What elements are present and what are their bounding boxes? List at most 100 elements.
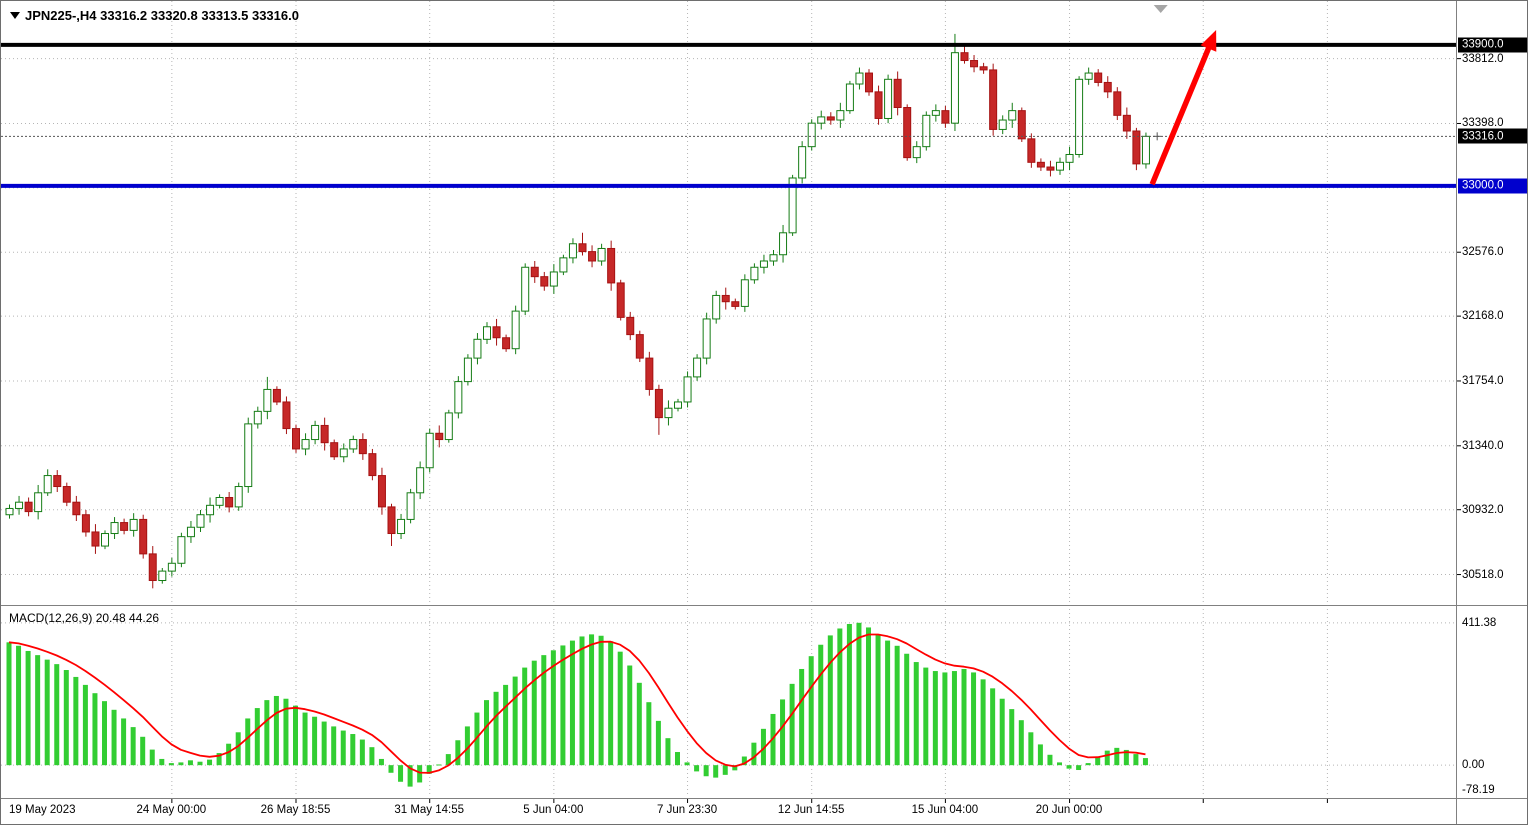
candle-body bbox=[196, 514, 205, 528]
macd-histogram-bar bbox=[359, 739, 365, 766]
macd-histogram-bar bbox=[1085, 763, 1091, 766]
macd-histogram-bar bbox=[369, 747, 375, 766]
macd-histogram-bar bbox=[388, 765, 394, 773]
candle-body bbox=[272, 388, 281, 403]
candle-body bbox=[721, 294, 730, 303]
trend-arrow-shaft[interactable] bbox=[1149, 41, 1214, 186]
candle-body bbox=[282, 401, 291, 430]
macd-histogram-bar bbox=[703, 765, 709, 777]
macd-histogram-bar bbox=[713, 765, 719, 778]
macd-histogram-bar bbox=[636, 682, 642, 766]
chart-collapse-icon[interactable] bbox=[10, 12, 20, 19]
candle-body bbox=[1141, 135, 1150, 165]
macd-histogram-bar bbox=[273, 695, 279, 766]
macd-histogram-bar bbox=[6, 642, 12, 766]
candle-body bbox=[1122, 114, 1131, 132]
grid-layer bbox=[1, 1, 1456, 797]
candle-body bbox=[435, 432, 444, 441]
macd-histogram-bar bbox=[63, 670, 69, 766]
candle-body bbox=[387, 506, 396, 535]
macd-histogram-bar bbox=[302, 712, 308, 766]
candle-body bbox=[330, 442, 339, 458]
macd-histogram-bar bbox=[340, 730, 346, 766]
macd-histogram-bar bbox=[426, 765, 432, 774]
candle-body bbox=[454, 381, 463, 414]
candle-body bbox=[101, 533, 109, 547]
candle-body bbox=[702, 318, 711, 359]
candle-body bbox=[950, 52, 959, 124]
candle-body bbox=[463, 357, 472, 383]
candle-body bbox=[492, 326, 501, 339]
candle-body bbox=[377, 475, 386, 508]
candle-body bbox=[406, 492, 415, 520]
candle-body bbox=[912, 146, 921, 159]
macd-histogram-bar bbox=[942, 672, 948, 766]
trend-arrow-head[interactable] bbox=[1200, 29, 1217, 52]
candle-body bbox=[129, 518, 138, 531]
price-axis-label: 33812.0 bbox=[1462, 52, 1504, 65]
macd-histogram-bar bbox=[522, 667, 528, 766]
candle-body bbox=[683, 376, 692, 403]
macd-histogram-bar bbox=[1018, 720, 1024, 766]
macd-histogram-bar bbox=[1142, 758, 1148, 766]
macd-histogram-bar bbox=[655, 720, 661, 766]
macd-histogram-bar bbox=[837, 628, 843, 766]
candle-body bbox=[5, 507, 14, 516]
candle-body bbox=[263, 388, 272, 412]
price-axis-label: 31754.0 bbox=[1462, 374, 1504, 387]
macd-histogram-bar bbox=[1028, 732, 1034, 766]
candle-body bbox=[597, 247, 606, 262]
candle-body bbox=[855, 72, 864, 85]
candle-body bbox=[530, 266, 539, 278]
candle-body bbox=[893, 78, 902, 109]
macd-histogram-bar bbox=[980, 679, 986, 766]
macd-histogram-bar bbox=[856, 622, 862, 766]
candle-body bbox=[167, 562, 176, 572]
candle-body bbox=[779, 232, 788, 256]
macd-histogram-bar bbox=[1057, 762, 1062, 766]
candle-body bbox=[234, 486, 243, 508]
macd-histogram-bar bbox=[436, 764, 442, 766]
price-badge: 33900.0 bbox=[1458, 37, 1527, 53]
candle-body bbox=[397, 518, 406, 535]
candle-body bbox=[368, 453, 377, 477]
candle-body bbox=[759, 260, 768, 268]
candle-body bbox=[540, 276, 549, 287]
candle-body bbox=[444, 412, 453, 441]
macd-histogram-bar bbox=[932, 671, 938, 766]
candle-body bbox=[139, 518, 148, 555]
price-axis-label: 33398.0 bbox=[1462, 117, 1504, 130]
macd-histogram-bar bbox=[961, 668, 967, 766]
macd-histogram-bar bbox=[1104, 750, 1110, 766]
candle-body bbox=[568, 243, 577, 259]
candle-body bbox=[989, 69, 998, 130]
macd-histogram-bar bbox=[1076, 765, 1082, 771]
time-axis-label: 20 Jun 00:00 bbox=[1035, 804, 1103, 816]
macd-histogram-bar bbox=[512, 676, 518, 766]
candle-body bbox=[225, 496, 234, 508]
time-axis-label: 15 Jun 04:00 bbox=[911, 804, 979, 816]
candle-body bbox=[616, 282, 625, 318]
macd-histogram-bar bbox=[760, 728, 766, 766]
time-axis[interactable]: 19 May 2023 24 May 00:00 26 May 18:55 31 Ma… bbox=[1, 799, 1457, 824]
candle-body bbox=[253, 410, 262, 425]
macd-histogram-bar bbox=[417, 765, 423, 783]
macd-histogram-bar bbox=[493, 691, 499, 766]
price-axis[interactable]: 33812.0 33398.0 32576.0 32168.0 31754.0 31340… bbox=[1457, 1, 1527, 798]
macd-histogram-bar bbox=[531, 660, 537, 766]
candles-layer bbox=[5, 33, 1150, 589]
macd-histogram-bar bbox=[455, 740, 461, 766]
candle-body bbox=[607, 247, 616, 284]
candle-body bbox=[549, 271, 558, 287]
candle-body bbox=[998, 119, 1007, 130]
macd-histogram-bar bbox=[579, 636, 585, 766]
price-axis-label: 32168.0 bbox=[1462, 310, 1504, 323]
candle-body bbox=[81, 514, 90, 533]
macd-histogram-bar bbox=[751, 742, 757, 766]
macd-histogram-bar bbox=[694, 765, 700, 772]
candle-body bbox=[654, 388, 663, 419]
candle-body bbox=[62, 486, 71, 503]
object-anchor-icon bbox=[1153, 5, 1168, 13]
candle-body bbox=[931, 110, 940, 116]
